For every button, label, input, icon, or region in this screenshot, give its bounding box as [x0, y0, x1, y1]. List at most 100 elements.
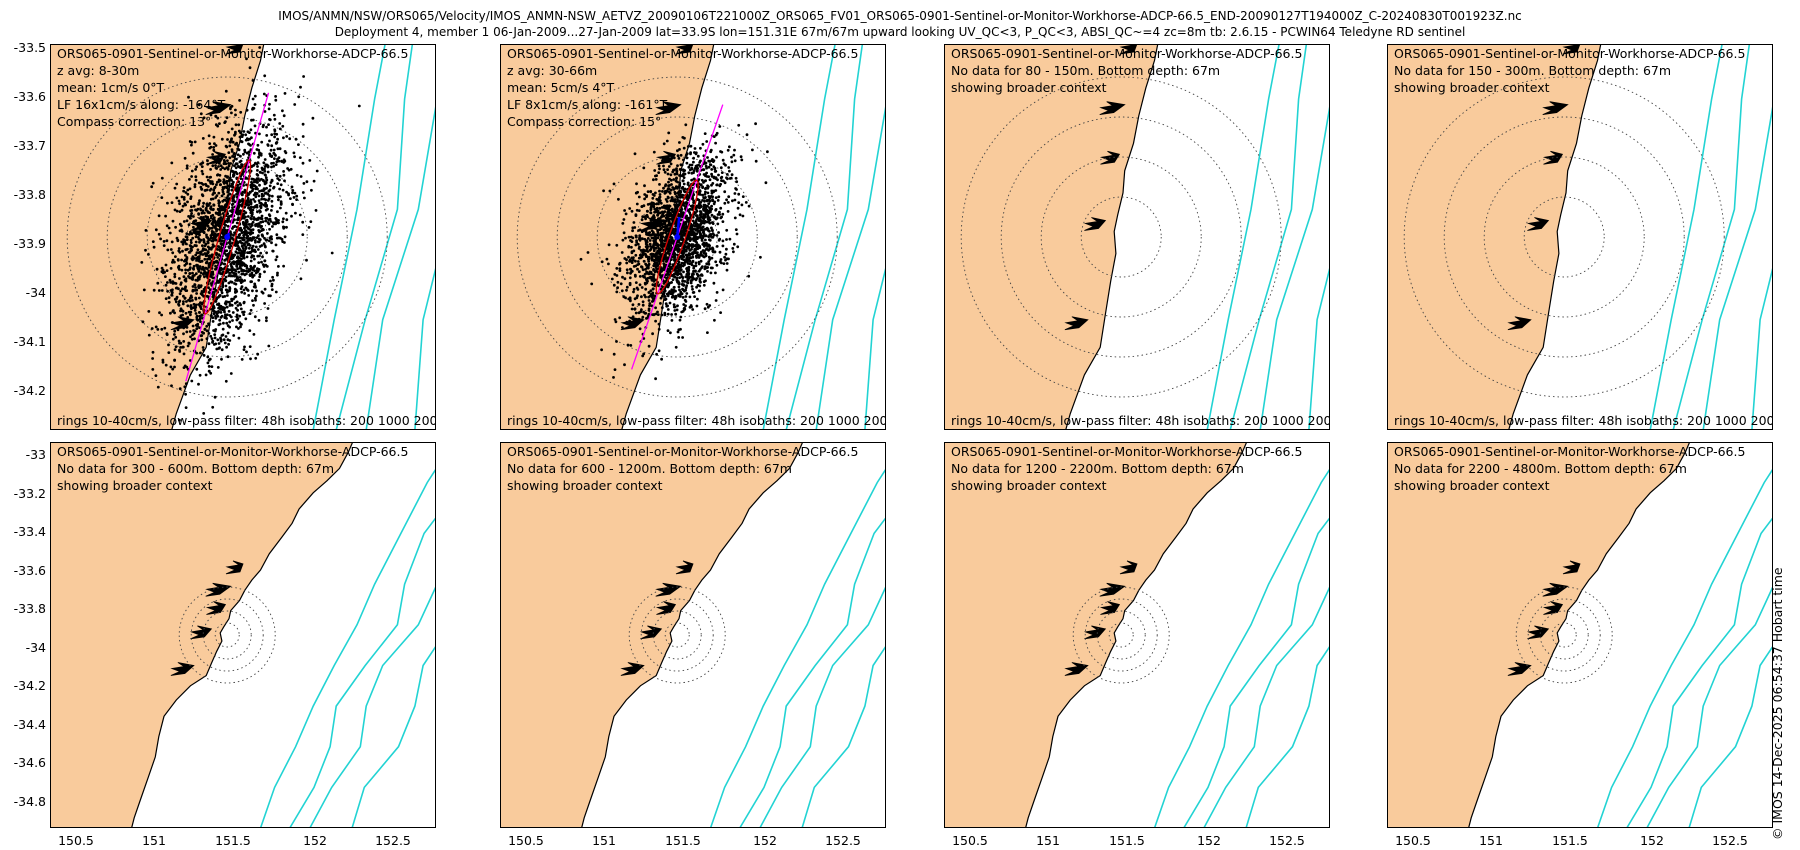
ytick-bottom--34.6: -34.6	[13, 755, 46, 770]
panel-1-line3: mean: 1cm/s 0°T	[57, 80, 165, 95]
estuary	[1542, 582, 1569, 597]
xtick-151: 151	[1479, 833, 1503, 848]
panel-3-line2: No data for 80 - 150m. Bottom depth: 67m	[951, 63, 1221, 78]
isobath-1000	[1625, 516, 1773, 828]
panel-7-line2: No data for 1200 - 2200m. Bottom depth: …	[951, 461, 1244, 476]
panel-4-instrument: ORS065-0901-Sentinel-or-Monitor-Workhors…	[1394, 46, 1746, 61]
map-panel-2: ORS065-0901-Sentinel-or-Monitor-Workhors…	[500, 44, 886, 430]
map-canvas	[944, 44, 1330, 430]
ytick-top--33.9: -33.9	[13, 236, 46, 251]
panel-7-line3: showing broader context	[951, 478, 1107, 493]
isobath-2000	[1259, 100, 1330, 430]
map-canvas	[50, 44, 436, 430]
ytick-bottom--33: -33	[25, 447, 46, 462]
xtick-152: 152	[1640, 833, 1664, 848]
speed-ring-30	[190, 598, 264, 672]
isobath-1000	[738, 516, 886, 828]
figure-title-filename: IMOS/ANMN/NSW/ORS065/Velocity/IMOS_ANMN-…	[278, 9, 1522, 23]
estuary	[205, 101, 232, 116]
panel-2-instrument: ORS065-0901-Sentinel-or-Monitor-Workhors…	[507, 46, 859, 61]
panel-8-instrument: ORS065-0901-Sentinel-or-Monitor-Workhors…	[1394, 444, 1746, 459]
panel-4-line3: showing broader context	[1394, 80, 1550, 95]
panel-8-line2: No data for 2200 - 4800m. Bottom depth: …	[1394, 461, 1687, 476]
estuary	[1064, 316, 1089, 331]
speed-ring-10	[1523, 196, 1605, 278]
map-canvas	[944, 442, 1330, 828]
isobath-200	[1596, 467, 1773, 828]
estuary	[1526, 625, 1550, 640]
panel-5-line2: No data for 300 - 600m. Bottom depth: 67…	[57, 461, 335, 476]
mean-vector	[675, 216, 681, 238]
mean-marker	[224, 234, 231, 240]
speed-ring-10	[664, 622, 690, 648]
map-panel-4: ORS065-0901-Sentinel-or-Monitor-Workhors…	[1387, 44, 1773, 430]
panel-footer-note: rings 10-40cm/s, low-pass filter: 48h is…	[1394, 413, 1773, 428]
xtick-152: 152	[1197, 833, 1221, 848]
map-panel-1: ORS065-0901-Sentinel-or-Monitor-Workhors…	[50, 44, 436, 430]
isobath-2000	[308, 584, 436, 828]
xtick-151: 151	[142, 833, 166, 848]
estuary	[620, 662, 645, 676]
estuary	[1119, 44, 1138, 55]
speed-ring-20	[1483, 156, 1645, 318]
isobath-2000	[1702, 100, 1773, 430]
map-panel-8: ORS065-0901-Sentinel-or-Monitor-Workhors…	[1387, 442, 1773, 828]
ytick-top--33.7: -33.7	[13, 138, 46, 153]
estuary	[205, 601, 227, 615]
speed-ring-40	[66, 76, 388, 398]
isobath-4000	[1308, 264, 1330, 430]
map-panel-7: ORS065-0901-Sentinel-or-Monitor-Workhors…	[944, 442, 1330, 828]
xtick-152.5: 152.5	[1712, 833, 1748, 848]
isobath-4000	[864, 264, 886, 430]
isobath-200	[259, 467, 436, 828]
panel-6-line3: showing broader context	[507, 478, 663, 493]
estuary	[1542, 601, 1564, 615]
estuary	[189, 625, 213, 640]
panel-footer-note: rings 10-40cm/s, low-pass filter: 48h is…	[951, 413, 1330, 428]
speed-ring-10	[1551, 622, 1577, 648]
isobath-200	[1649, 44, 1723, 430]
estuary	[1083, 217, 1107, 231]
speed-ring-40	[1515, 586, 1613, 684]
xtick-151: 151	[1036, 833, 1060, 848]
axes-frame	[500, 442, 886, 828]
isobath-4000	[801, 644, 886, 828]
xtick-152: 152	[303, 833, 327, 848]
panel-2-line4: LF 8x1cm/s along: -161°T	[507, 97, 668, 112]
estuary	[1526, 217, 1550, 231]
variance-ellipse	[655, 179, 699, 295]
axes-frame	[1387, 44, 1773, 430]
isobath-2000	[815, 100, 886, 430]
xtick-150.5: 150.5	[1395, 833, 1431, 848]
mean-marker	[674, 234, 681, 240]
panel-2-line3: mean: 5cm/s 4°T	[507, 80, 615, 95]
estuary	[225, 44, 244, 55]
land	[1387, 44, 1602, 430]
estuary	[655, 101, 682, 116]
panel-3-instrument: ORS065-0901-Sentinel-or-Monitor-Workhors…	[951, 46, 1303, 61]
ytick-top--34: -34	[25, 285, 46, 300]
speed-ring-40	[960, 76, 1282, 398]
estuary	[1099, 601, 1121, 615]
isobath-2000	[1202, 584, 1330, 828]
land	[944, 44, 1159, 430]
estuary	[675, 44, 694, 55]
xtick-150.5: 150.5	[952, 833, 988, 848]
ytick-bottom--34.4: -34.4	[13, 716, 46, 732]
estuary	[655, 582, 682, 597]
isobath-4000	[1751, 264, 1773, 430]
panel-footer-note: rings 10-40cm/s, low-pass filter: 48h is…	[57, 413, 436, 428]
panel-3-line3: showing broader context	[951, 80, 1107, 95]
map-panel-5: ORS065-0901-Sentinel-or-Monitor-Workhors…	[50, 442, 436, 828]
isobath-1000	[1672, 44, 1751, 430]
speed-ring-40	[1072, 586, 1170, 684]
estuary	[1562, 560, 1581, 575]
speed-ring-30	[556, 116, 798, 358]
speed-ring-10	[1080, 196, 1162, 278]
speed-ring-20	[1096, 610, 1146, 660]
panel-1-instrument: ORS065-0901-Sentinel-or-Monitor-Workhors…	[57, 46, 409, 61]
speed-ring-30	[1000, 116, 1242, 358]
estuary	[1064, 662, 1089, 676]
xtick-151.5: 151.5	[665, 833, 701, 848]
ytick-bottom--33.6: -33.6	[13, 562, 46, 578]
